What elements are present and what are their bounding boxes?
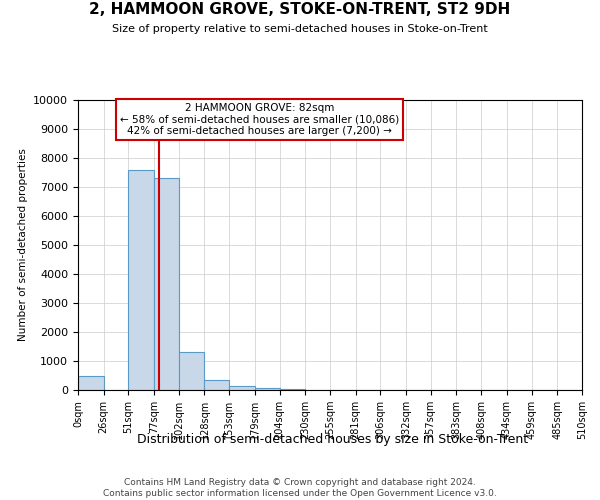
Bar xyxy=(229,386,255,390)
Y-axis label: Number of semi-detached properties: Number of semi-detached properties xyxy=(18,148,28,342)
Text: Contains HM Land Registry data © Crown copyright and database right 2024.
Contai: Contains HM Land Registry data © Crown c… xyxy=(103,478,497,498)
Bar xyxy=(280,389,305,390)
Bar xyxy=(205,380,229,390)
Bar xyxy=(78,376,104,390)
Bar xyxy=(255,388,280,390)
Text: 2, HAMMOON GROVE, STOKE-ON-TRENT, ST2 9DH: 2, HAMMOON GROVE, STOKE-ON-TRENT, ST2 9D… xyxy=(89,2,511,18)
Text: Distribution of semi-detached houses by size in Stoke-on-Trent: Distribution of semi-detached houses by … xyxy=(137,432,529,446)
Bar xyxy=(128,170,154,390)
Text: Size of property relative to semi-detached houses in Stoke-on-Trent: Size of property relative to semi-detach… xyxy=(112,24,488,34)
Bar xyxy=(154,178,179,390)
Text: 2 HAMMOON GROVE: 82sqm
← 58% of semi-detached houses are smaller (10,086)
42% of: 2 HAMMOON GROVE: 82sqm ← 58% of semi-det… xyxy=(120,103,399,136)
Bar xyxy=(179,352,205,390)
